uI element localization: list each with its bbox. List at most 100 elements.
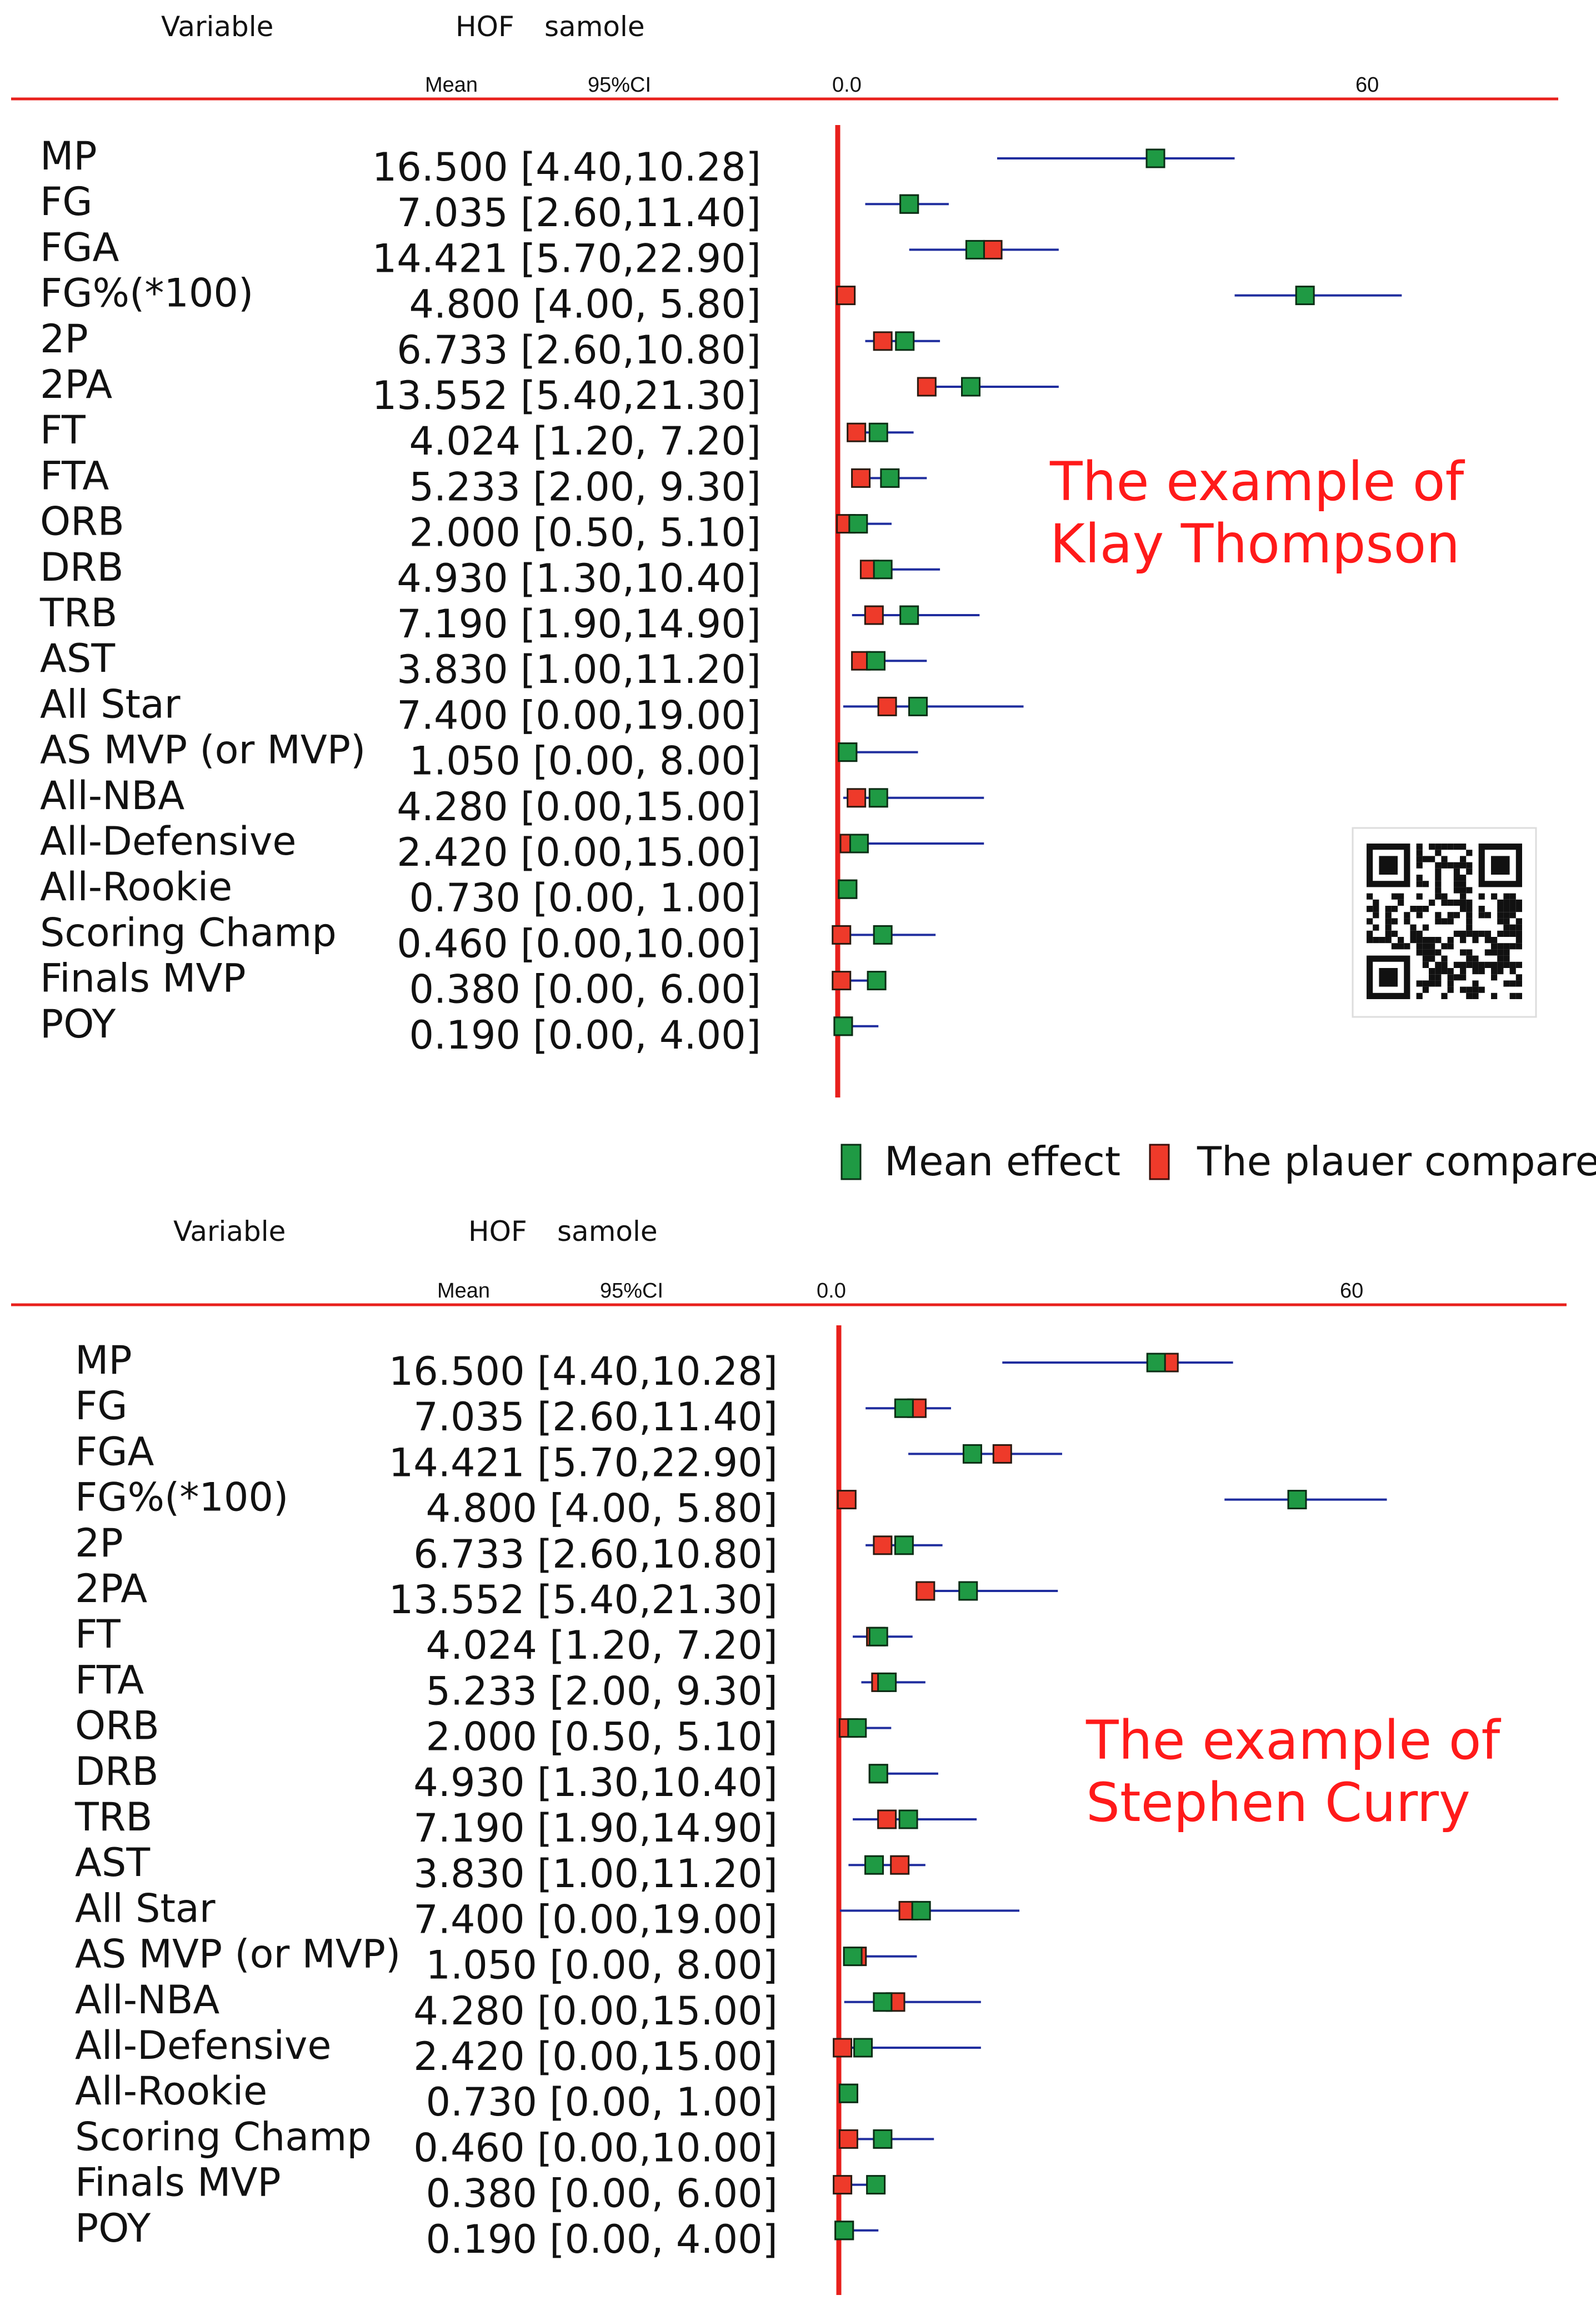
mean-marker (965, 240, 985, 260)
mean-ci-value: 13.552 [5.40,21.30] (372, 373, 761, 418)
mean-ci-value: 7.035 [2.60,11.40] (413, 1394, 778, 1440)
legend-mean-effect: Mean effect (840, 1138, 1120, 1185)
mean-marker (958, 1581, 978, 1601)
variable-label: FTA (75, 1657, 144, 1703)
header-variable: Variable (161, 11, 273, 43)
mean-ci-value: 0.730 [0.00, 1.00] (426, 2079, 778, 2125)
panel-klay-thompson: Variable HOF samole Mean 95%CI 0.0 60 MP… (11, 11, 1558, 1097)
player-marker (917, 377, 937, 397)
table-row: FTA 5.233 [2.00, 9.30] (75, 1657, 925, 1714)
mean-ci-value: 5.233 [2.00, 9.30] (426, 1668, 778, 1714)
player-marker (873, 331, 893, 351)
variable-label: All-NBA (75, 1977, 219, 2023)
table-row: AS MVP (or MVP) 1.050 [0.00, 8.00] (75, 1932, 917, 1988)
mean-marker (873, 1992, 893, 2012)
mean-ci-value: 3.830 [1.00,11.20] (397, 647, 761, 692)
table-row: FT 4.024 [1.20, 7.20] (75, 1612, 913, 1668)
mean-marker (899, 194, 919, 214)
mean-marker (877, 1672, 897, 1692)
variable-label: TRB (39, 590, 117, 636)
mean-ci-value: 4.800 [4.00, 5.80] (426, 1486, 778, 1531)
player-marker (877, 696, 897, 716)
variable-label: 2P (75, 1520, 123, 1566)
mean-ci-value: 7.400 [0.00,19.00] (397, 692, 761, 738)
mean-ci-value: 14.421 [5.70,22.90] (389, 1440, 778, 1485)
player-marker (847, 422, 867, 442)
tick-label-sixty: 60 (1340, 1279, 1363, 1303)
variable-label: MP (40, 133, 97, 179)
header-sample: samole (544, 11, 645, 43)
mean-marker (899, 605, 919, 625)
variable-label: 2PA (75, 1566, 147, 1612)
mean-ci-value: 7.190 [1.90,14.90] (413, 1805, 778, 1851)
legend-player-swatch (1149, 1144, 1170, 1180)
mean-ci-value: 0.730 [0.00, 1.00] (409, 875, 762, 921)
variable-label: Scoring Champ (40, 910, 337, 955)
tick-label-zero: 0.0 (832, 73, 862, 97)
variable-label: All-NBA (40, 773, 184, 819)
table-row: 2P 6.733 [2.60,10.80] (75, 1520, 943, 1577)
mean-marker (849, 834, 869, 854)
legend-mean-label: Mean effect (884, 1138, 1120, 1185)
variable-label: Finals MVP (40, 956, 246, 1001)
table-row: MP 16.500 [4.40,10.28] (75, 1338, 1233, 1394)
mean-marker (847, 1718, 867, 1738)
player-marker (877, 1809, 897, 1829)
mean-ci-value: 16.500 [4.40,10.28] (389, 1349, 778, 1394)
table-row: 2PA 13.552 [5.40,21.30] (40, 362, 1059, 418)
variable-label: All Star (40, 681, 181, 727)
variable-label: AS MVP (or MVP) (40, 727, 366, 773)
variable-label: FG%(*100) (75, 1475, 288, 1520)
table-row: FG 7.035 [2.60,11.40] (75, 1383, 951, 1440)
header-hof: HOF (456, 11, 514, 43)
table-row: ORB 2.000 [0.50, 5.10] (40, 499, 892, 556)
mean-ci-value: 4.280 [0.00,15.00] (413, 1988, 778, 2034)
player-marker (864, 605, 884, 625)
mean-marker (873, 925, 893, 945)
mean-marker (873, 2129, 893, 2149)
variable-label: FTA (40, 453, 109, 498)
mean-ci-value: 4.280 [0.00,15.00] (397, 784, 761, 830)
variable-label: ORB (75, 1703, 159, 1749)
mean-ci-value: 7.400 [0.00,19.00] (413, 1897, 778, 1942)
header-mean: Mean (425, 73, 478, 97)
mean-ci-value: 2.420 [0.00,15.00] (413, 2034, 778, 2079)
table-row: POY 0.190 [0.00, 4.00] (75, 2206, 879, 2262)
player-marker (832, 925, 852, 945)
header-ci: 95%CI (600, 1279, 663, 1303)
table-row: AST 3.830 [1.00,11.20] (75, 1840, 925, 1897)
table-row: TRB 7.190 [1.90,14.90] (39, 590, 980, 647)
variable-label: FG (40, 179, 93, 224)
player-marker (847, 788, 867, 808)
table-row: Finals MVP 0.380 [0.00, 6.00] (75, 2160, 886, 2217)
rows: MP 16.500 [4.40,10.28] FG 7.035 [2.60,11.40… (74, 1338, 1387, 2262)
table-row: All-NBA 4.280 [0.00,15.00] (75, 1977, 981, 2034)
mean-ci-value: 3.830 [1.00,11.20] (413, 1851, 778, 1897)
table-row: All-Defensive 2.420 [0.00,15.00] (40, 819, 984, 875)
variable-label: AS MVP (or MVP) (75, 1932, 401, 1977)
mean-marker (908, 696, 928, 716)
player-marker (851, 468, 871, 488)
player-marker (836, 286, 856, 306)
legend-player-label: The plauer compared (1197, 1138, 1596, 1185)
mean-ci-value: 4.930 [1.30,10.40] (413, 1760, 778, 1805)
mean-marker (833, 1016, 853, 1036)
table-row: FGA 14.421 [5.70,22.90] (75, 1429, 1062, 1485)
mean-marker (866, 2175, 886, 2195)
mean-marker (868, 1627, 888, 1647)
mean-ci-value: 14.421 [5.70,22.90] (372, 236, 761, 281)
variable-label: All-Rookie (40, 864, 232, 910)
variable-label: POY (75, 2206, 151, 2251)
header-mean: Mean (437, 1279, 490, 1303)
mean-marker (864, 1855, 884, 1875)
panel-stephen-curry: Variable HOF samole Mean 95%CI 0.0 60 MP… (11, 1215, 1567, 2295)
variable-label: Finals MVP (75, 2160, 281, 2206)
mean-marker (868, 1764, 888, 1784)
annotation-line2: Klay Thompson (1050, 513, 1460, 575)
table-row: FG%(*100) 4.800 [4.00, 5.80] (75, 1475, 1387, 1531)
variable-label: AST (40, 636, 115, 681)
tick-label-sixty: 60 (1355, 73, 1379, 97)
variable-label: AST (75, 1840, 150, 1885)
header-ci: 95%CI (588, 73, 651, 97)
